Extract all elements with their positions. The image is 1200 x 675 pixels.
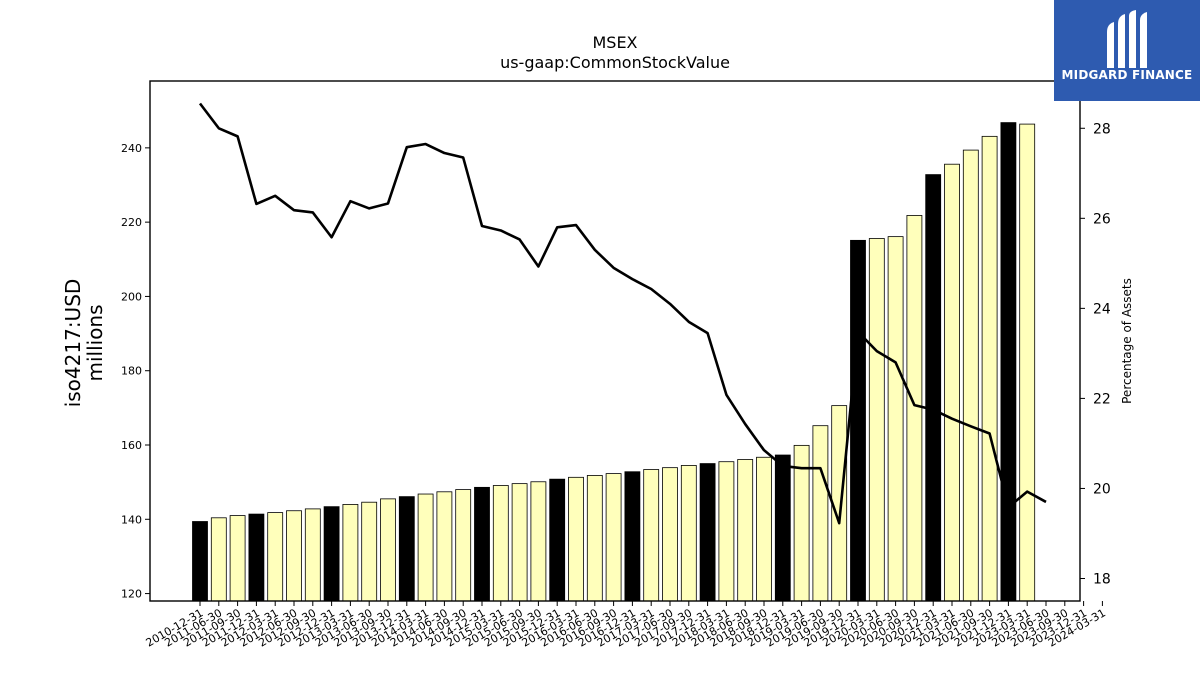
bar-2019-09-30 (831, 405, 848, 602)
bar-2018-12-31 (774, 454, 791, 602)
bar-2021-06-30 (962, 149, 979, 602)
y2-tick-label: 28 (1093, 121, 1111, 137)
y-tick-label: 220 (121, 216, 142, 229)
bar-2015-09-30 (530, 481, 547, 602)
y2-axis-label: Percentage of Assets (1120, 278, 1134, 404)
bar-2021-12-31 (1000, 122, 1017, 602)
percentage-line (198, 102, 1047, 525)
plot-frame (149, 80, 1081, 602)
bar-2014-03-31 (417, 493, 434, 602)
y-tick-label: 180 (121, 365, 142, 378)
bar-2016-09-30 (605, 473, 622, 602)
bar-2013-03-31 (342, 504, 359, 602)
bar-2018-09-30 (756, 456, 772, 602)
bar-2020-03-31 (868, 238, 885, 602)
y2-tick-label: 22 (1093, 391, 1111, 407)
bar-2012-12-31 (323, 506, 340, 602)
midgard-logo-icon (1107, 10, 1147, 68)
bar-2015-06-30 (511, 483, 528, 602)
y-axis-label-line2: millions (83, 304, 107, 381)
bar-2019-06-30 (812, 425, 829, 602)
brand-logo: MIDGARD FINANCE (1054, 0, 1200, 101)
bar-2013-09-30 (380, 498, 396, 602)
bar-2011-12-31 (248, 513, 265, 602)
bar-2015-12-31 (549, 478, 566, 602)
bar-2018-03-31 (718, 461, 735, 602)
bar-2017-12-31 (699, 463, 716, 602)
bar-2012-03-31 (267, 512, 284, 602)
bar-2011-09-30 (229, 515, 246, 602)
bar-2011-06-30 (210, 517, 227, 602)
bar-2021-09-30 (981, 135, 998, 602)
bar-2014-12-31 (474, 486, 490, 602)
bar-2016-12-31 (624, 471, 641, 602)
y-tick-label: 160 (121, 439, 142, 452)
chart-subtitle: us-gaap:CommonStockValue (500, 53, 730, 72)
y-tick-label: 140 (121, 513, 142, 526)
bar-2017-06-30 (662, 467, 678, 602)
bar-2016-03-31 (568, 476, 584, 602)
y2-tick-label: 20 (1093, 481, 1111, 497)
y-tick-label: 200 (121, 290, 142, 303)
bar-2019-12-31 (850, 239, 866, 602)
y-axis-label-line1: iso4217:USD (61, 279, 85, 408)
chart-title: MSEX (592, 33, 637, 52)
y2-tick-label: 24 (1093, 301, 1111, 317)
y2-tick-label: 18 (1093, 571, 1111, 587)
bar-2010-12-31 (192, 521, 208, 602)
bar-2015-03-31 (492, 485, 509, 602)
bar-2012-09-30 (304, 508, 321, 602)
bar-2013-06-30 (361, 501, 378, 602)
bar-2017-03-31 (643, 469, 660, 602)
bar-2020-12-31 (925, 174, 942, 602)
brand-name: MIDGARD FINANCE (1061, 68, 1193, 82)
bar-2013-12-31 (398, 496, 415, 602)
bar-2020-09-30 (906, 215, 923, 602)
bar-2014-09-30 (455, 489, 472, 602)
bar-2018-06-30 (737, 459, 754, 602)
bar-2012-06-30 (286, 510, 302, 602)
bar-2014-06-30 (436, 491, 453, 602)
bar-2023-03-31 (1019, 123, 1036, 602)
bar-2021-03-31 (944, 163, 960, 602)
y-tick-label: 240 (121, 142, 142, 155)
bar-2016-06-30 (586, 475, 603, 602)
y-tick-label: 120 (121, 588, 142, 601)
bar-2017-09-30 (680, 465, 697, 602)
y2-tick-label: 26 (1093, 211, 1111, 227)
bar-2020-06-30 (887, 236, 904, 602)
